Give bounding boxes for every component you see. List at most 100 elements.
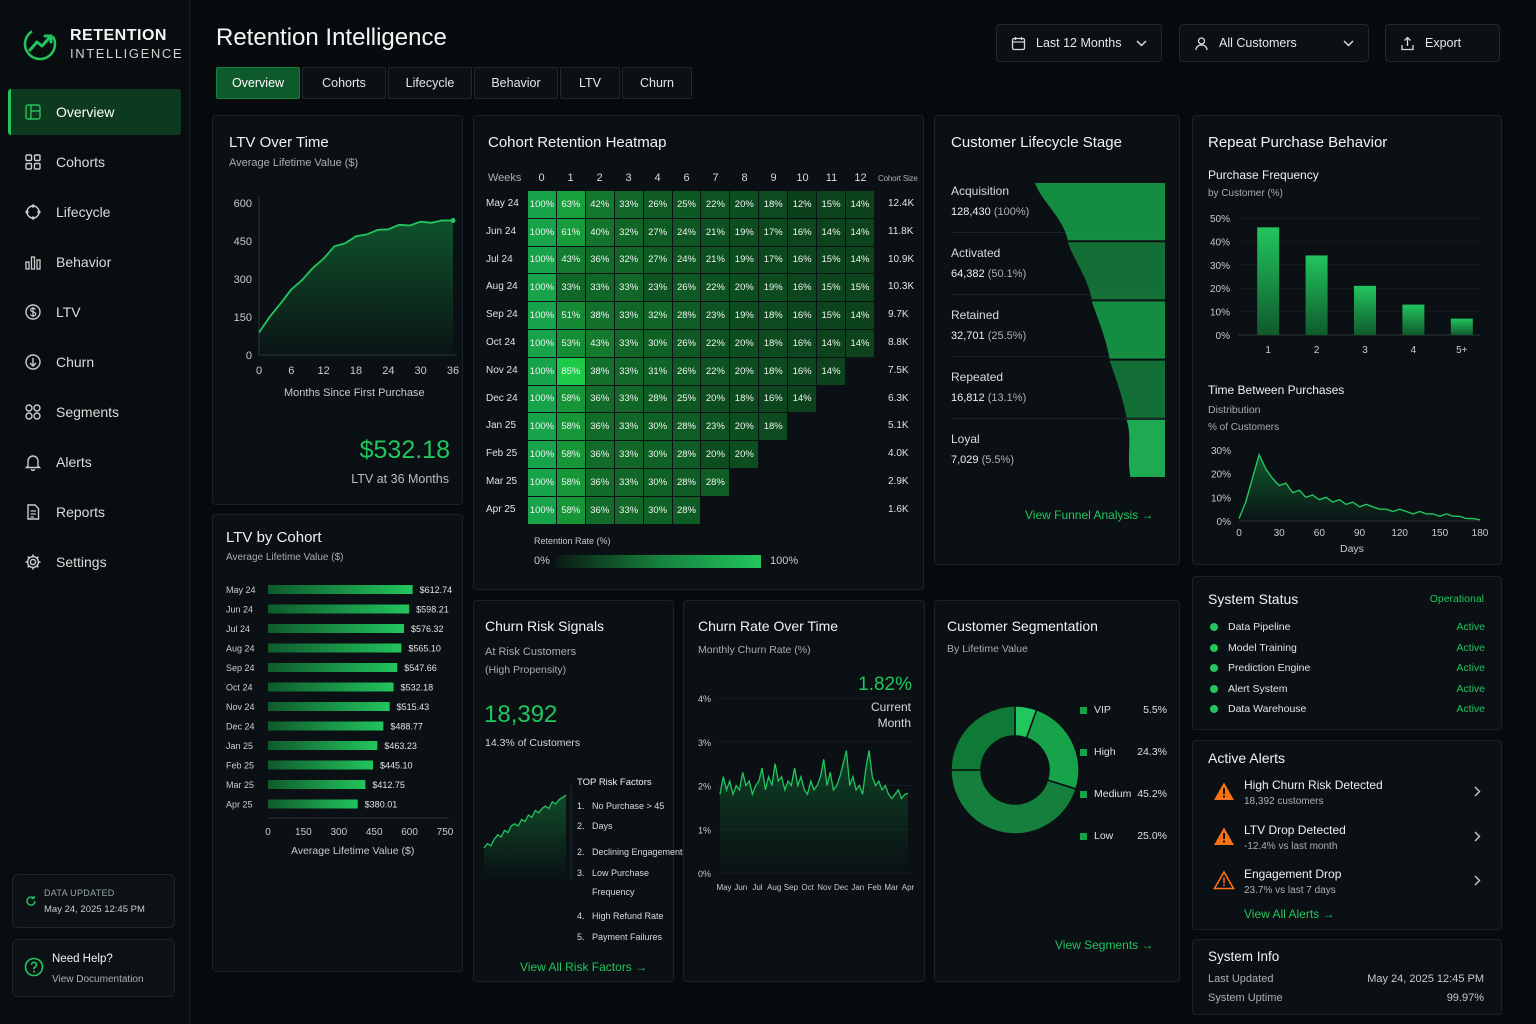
tab-ltv[interactable]: LTV [560,67,620,99]
sidebar-item-ltv[interactable]: LTV [8,289,181,335]
sidebar-item-label: Segments [56,404,120,420]
sidebar-item-churn[interactable]: Churn [8,339,181,385]
tab-overview[interactable]: Overview [216,67,300,99]
x-tick-label: Nov [817,883,831,892]
view-risk-factors-link[interactable]: View All Risk Factors → [520,960,647,974]
sidebar-item-reports[interactable]: Reports [8,489,181,535]
view-documentation-link[interactable]: View Documentation [52,974,144,985]
help-card[interactable]: Need Help? View Documentation [12,939,175,997]
sidebar-item-overview[interactable]: Overview [8,89,181,135]
status-dot-icon [1210,643,1218,652]
heatmap-empty-cell [816,384,846,414]
heatmap-cohort-label: Nov 24 [486,364,518,376]
legend-swatch [1080,706,1087,714]
y-tick-label: 20% [1210,284,1230,295]
sidebar-item-settings[interactable]: Settings [8,539,181,585]
heatmap-empty-cell [787,412,818,442]
x-tick-label: Jun [734,883,747,892]
y-tick-label: 4% [698,694,711,704]
system-status-card [1192,576,1502,730]
segmentation-title: Customer Segmentation [947,618,1098,634]
tab-lifecycle[interactable]: Lifecycle [388,67,472,99]
sidebar-item-lifecycle[interactable]: Lifecycle [8,189,181,235]
cohort-value-label: $515.43 [397,702,430,712]
alert-item[interactable]: High Churn Risk Detected 18,392 customers [1210,778,1485,818]
chevron-right-icon [1474,831,1481,841]
x-tick-label: 150 [295,827,312,838]
export-button[interactable]: Export [1385,24,1500,62]
heatmap-row: 100% 58% 36% 33% 30% 28% 28% [527,467,876,497]
heatmap-cohort-label: Apr 25 [486,503,516,515]
risk-factor-label-cont: Days [592,821,613,831]
sidebar-item-behavior[interactable]: Behavior [8,239,181,285]
churn-line [719,750,909,800]
arrow-right-icon: → [635,960,648,974]
status-row: Data Pipeline Active [1210,621,1485,633]
at-risk-trend-chart [483,785,572,880]
heatmap-row: 100% 63% 42% 33% 26% 25% 22% 20% 18% 12% 15% 14% [527,190,876,219]
x-tick-label: 150 [1431,528,1448,539]
alert-title: LTV Drop Detected [1244,822,1346,837]
heatmap-cohort-label: Sep 24 [486,309,518,321]
alert-title: High Churn Risk Detected [1244,778,1383,792]
y-tick-label: 0 [246,350,252,362]
heatmap-cell: 23% [642,273,673,303]
lifecycle-stage-count: 16,812 (13.1%) [951,392,1026,404]
view-all-alerts-link[interactable]: View All Alerts → [1244,907,1335,921]
cohort-bar [268,780,366,789]
ltv-value: $532.18 [359,436,450,464]
heatmap-cell: 58% [555,467,586,497]
alert-item[interactable]: Engagement Drop 23.7% vs last 7 days [1210,867,1485,907]
heatmap-cell: 26% [671,328,702,358]
heatmap-cell: 24% [671,217,702,247]
heatmap-cell: 100% [527,301,557,330]
heatmap-cohort-size: 1.6K [888,503,909,515]
heatmap-cell: 28% [671,301,702,330]
heatmap-cohort-size: 8.8K [888,337,909,348]
tab-churn[interactable]: Churn [622,67,692,99]
cohort-value-label: $463.23 [384,741,417,751]
date-filter-dropdown[interactable]: Last 12 Months [996,24,1162,62]
ltv-over-time-subtitle: Average Lifetime Value ($) [229,157,359,169]
view-segments-link[interactable]: View Segments → [1055,938,1154,952]
cycle-icon [25,204,41,220]
heatmap-cell: 38% [584,301,615,330]
x-tick-label: Oct [801,883,814,892]
cohort-label: Jul 24 [226,624,250,634]
heatmap-empty-cell [758,467,789,497]
lifecycle-divider [951,232,1166,233]
view-funnel-analysis-link[interactable]: View Funnel Analysis → [1025,508,1154,522]
sidebar-item-cohorts[interactable]: Cohorts [8,139,181,185]
lifecycle-divider [951,356,1166,357]
heatmap-week-number: 6 [683,172,690,184]
y-tick-label: 1% [698,825,711,835]
y-tick-label: 450 [234,236,252,248]
sidebar-item-alerts[interactable]: Alerts [8,439,181,485]
risk-factor-number: 2. [577,847,585,857]
heatmap-week-number: 12 [854,172,867,184]
view-segments-label: View Segments [1055,938,1139,952]
active-alerts-title: Active Alerts [1208,750,1286,766]
lifecycle-stage-loyal: Loyal 7,029 (5.5%) [951,432,1014,466]
heatmap-cell: 16% [787,301,818,330]
view-funnel-analysis-label: View Funnel Analysis [1025,508,1139,522]
tab-behavior[interactable]: Behavior [474,67,558,99]
stage-count-value: 32,701 [951,330,985,342]
export-label: Export [1425,36,1462,50]
customer-filter-dropdown[interactable]: All Customers [1179,24,1369,62]
sidebar-item-label: Overview [56,104,115,120]
x-tick-label: Mar [884,883,898,892]
y-tick-label: 50% [1210,214,1230,225]
y-tick-label: 150 [234,312,252,324]
segment-name: VIP [1094,704,1111,716]
help-icon [24,957,44,977]
risk-factor-number: 3. [577,868,585,878]
heatmap-cell: 15% [844,273,876,303]
heatmap-cell: 36% [584,384,615,414]
sidebar-item-segments[interactable]: Segments [8,389,181,435]
tab-cohorts[interactable]: Cohorts [302,67,386,99]
heatmap-empty-cell [844,384,876,414]
lifecycle-stage-retained: Retained 32,701 (25.5%) [951,308,1166,357]
ltv-line [258,219,454,334]
alert-item[interactable]: LTV Drop Detected -12.4% vs last month [1210,823,1485,863]
